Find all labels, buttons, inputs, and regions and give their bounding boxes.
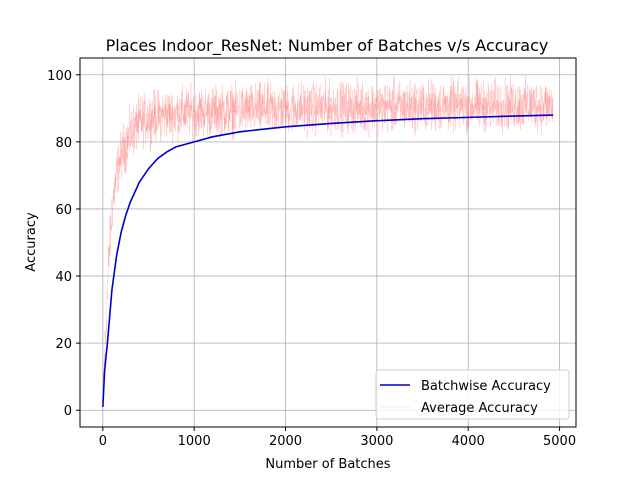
x-tick-label: 3000: [360, 434, 393, 449]
y-axis-label: Accuracy: [24, 212, 39, 272]
x-tick-label: 1000: [178, 434, 211, 449]
y-tick-label: 40: [55, 270, 72, 285]
series-layer: [102, 74, 554, 407]
x-tick-label: 4000: [452, 434, 485, 449]
y-tick-label: 20: [55, 337, 72, 352]
legend-label-batchwise: Batchwise Accuracy: [421, 379, 551, 394]
y-tick-label: 60: [55, 203, 72, 218]
ticks: 0 1000 2000 3000 4000 5000 0 20 40 60 80 100: [47, 69, 576, 449]
legend-box: [375, 369, 570, 420]
plot-frame: [79, 57, 577, 428]
y-tick-label: 80: [55, 136, 72, 151]
series-batchwise-accuracy-line: [102, 114, 554, 407]
x-tick-label: 2000: [269, 434, 302, 449]
x-axis-label: Number of Batches: [265, 457, 390, 472]
y-tick-label: 100: [47, 69, 72, 84]
y-tick-label: 0: [64, 404, 72, 419]
x-tick-label: 5000: [543, 434, 576, 449]
legend-label-average: Average Accuracy: [421, 401, 538, 416]
series-average-accuracy-line: [102, 74, 554, 392]
chart-title: Places Indoor_ResNet: Number of Batches …: [106, 36, 549, 56]
x-tick-label: 0: [99, 434, 107, 449]
legend: Batchwise Accuracy Average Accuracy: [375, 369, 570, 420]
